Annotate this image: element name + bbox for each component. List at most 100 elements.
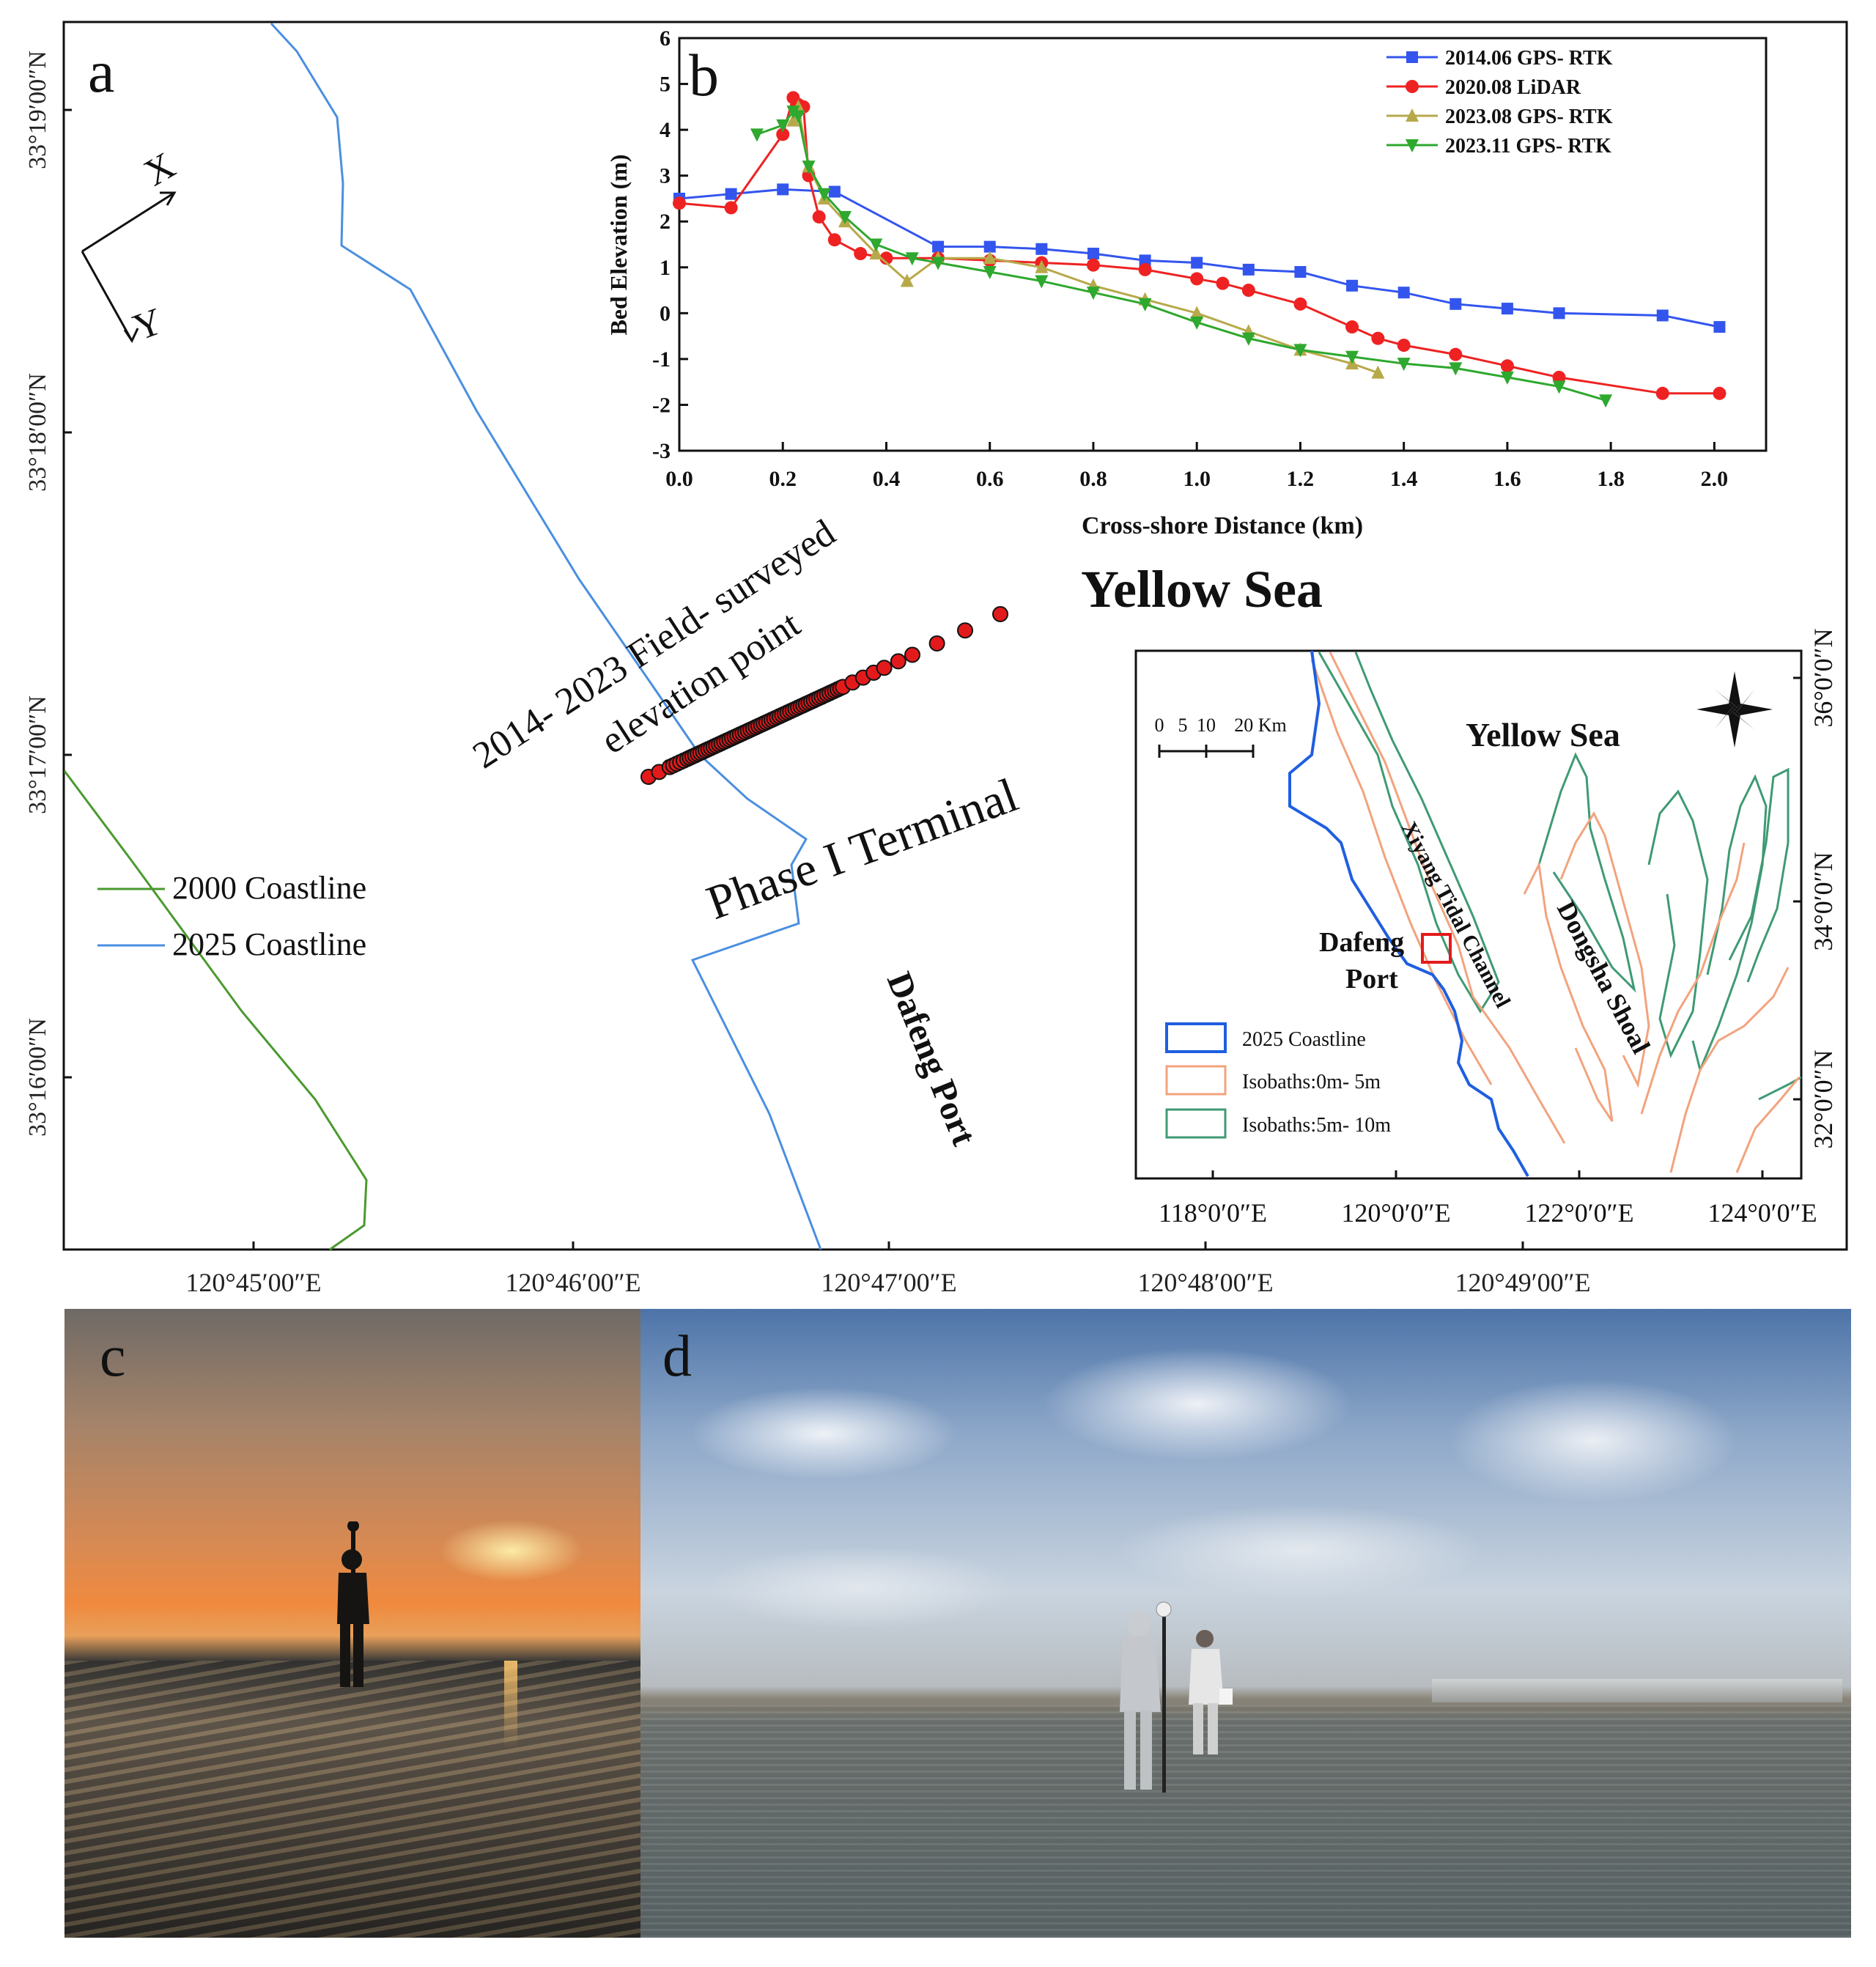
chart-data-point [786,113,800,127]
yellow-sea-label: Yellow Sea [1081,560,1323,619]
inset-lat-label: 34°0′0″N [1809,852,1838,951]
chart-x-tick-label: 0.0 [665,467,693,491]
chart-data-point [1371,365,1385,379]
scale-label: 5 [1178,715,1188,736]
inset-map: 0 5 10 20 Km Yellow Sea Dafeng Port Xiya… [1134,628,1838,1228]
chart-data-point [1241,284,1255,298]
chart-data-point [1294,266,1307,278]
chart-data-point [1293,344,1307,358]
inset-frame [1134,649,1803,1180]
inset-legend-swatch-0-5 [1165,1065,1227,1096]
map-x-ticks [252,1241,1524,1250]
chart-data-point [931,257,945,270]
surveyor-silhouette-icon [337,1521,369,1687]
chart-ticks: 0.0 0.2 0.4 0.6 0.8 1.0 1.2 1.4 1.6 1.8 2.0 -3 -2 -1 0… [652,26,1728,491]
chart-legend-label: 2020.08 LiDAR [1445,76,1581,99]
chart-data-point [1553,307,1565,320]
inset-legend: 2025 Coastline Isobaths:0m- 5m Isobaths:… [1165,1022,1391,1139]
chart-data-point [791,110,805,124]
chart-data-point [1397,287,1410,299]
survey-points [640,606,1008,785]
inset-lat-label: 32°0′0″N [1809,1049,1838,1148]
chart-data-point [777,183,789,196]
scale-label: 10 [1197,715,1216,736]
chart-data-point [776,128,790,141]
chart-data-point [1086,258,1100,272]
scale-label: 0 [1155,715,1164,736]
chart-data-point [1713,386,1727,400]
coastline-2000 [63,770,368,1251]
xy-axes-indicator [81,191,177,344]
chart-x-tick-label: 0.4 [873,467,901,491]
inset-legend-swatch-coast [1165,1022,1227,1053]
chart-x-tick-label: 1.2 [1287,467,1315,491]
inset-yellow-sea-label: Yellow Sea [1466,716,1620,753]
chart-data-point [1449,347,1463,361]
chart-data-point [854,247,868,261]
chart-data-point [750,128,764,142]
chart-legend-label: 2014.06 GPS- RTK [1445,47,1613,70]
chart-data-point [1086,287,1100,300]
chart-series [673,91,1727,408]
chart-data-point [673,196,686,210]
chart-y-tick-label: 5 [660,73,671,97]
chart-legend: 2014.06 GPS- RTK 2020.08 LiDAR 2023.08 GPS… [1386,47,1613,158]
chart-data-point [1242,263,1255,276]
surveyors-icon [1120,1601,1233,1793]
chart-data-point [812,210,826,224]
chart-xlabel: Cross-shore Distance (km) [1082,512,1363,539]
chart-data-point [905,252,919,266]
inset-lon-label: 120°0′0″E [1341,1198,1450,1228]
chart-data-point [1371,331,1385,345]
chart-data-point [802,160,816,174]
chart-data-point [1345,320,1359,334]
chart-y-tick-label: 1 [660,256,671,280]
chart-series-0 [673,183,1726,333]
map-x-tick-label: 120°49′00″E [1455,1268,1590,1297]
panel-b: b 0.0 0.2 0.4 0.6 0.8 1.0 1.2 1.4 1.6 1.8 2.0 -3 -2 -… [605,26,1768,539]
chart-y-tick-label: -1 [652,347,671,372]
chart-data-point [879,251,893,265]
chart-data-point [1035,243,1048,255]
chart-data-point [1216,276,1230,290]
chart-data-point [1293,297,1307,311]
chart-data-point [1346,279,1359,292]
shallow-water [640,1705,1851,1938]
chart-y-tick-label: 0 [660,301,671,325]
inset-legend-label: Isobaths:5m- 10m [1242,1114,1391,1137]
photo-d-letter: d [662,1324,692,1389]
chart-data-point [1138,262,1152,276]
panel-a-letter: a [88,38,114,105]
survey-point [928,635,945,652]
inset-legend-swatch-5-10 [1165,1108,1227,1139]
chart-legend-marker [1406,139,1419,152]
chart-data-point [983,266,997,280]
chart-x-tick-label: 1.0 [1183,467,1211,491]
chart-y-tick-label: 4 [660,118,671,142]
chart-data-point [1655,386,1669,400]
chart-data-point [724,201,738,215]
sky-clouds [640,1309,1851,1661]
chart-y-tick-label: -2 [652,393,671,417]
inset-lon-label: 124°0′0″E [1707,1198,1817,1228]
chart-x-tick-label: 1.4 [1390,467,1418,491]
map-x-tick-label: 120°45′00″E [185,1268,321,1297]
panel-b-letter: b [689,42,719,108]
chart-data-point [1450,298,1462,310]
map-y-tick-label: 33°17′00″N [24,695,51,814]
chart-data-point [1552,380,1566,394]
chart-data-point [869,238,883,252]
inset-port-label-line1: Dafeng [1319,927,1404,958]
chart-data-point [1138,298,1152,311]
inset-legend-label: Isobaths:0m- 5m [1242,1071,1381,1093]
chart-data-point [869,246,883,260]
map-x-tick-label: 120°48′00″E [1137,1268,1273,1297]
chart-legend-marker [1406,80,1419,93]
chart-data-point [776,119,790,133]
chart-y-tick-label: 3 [660,164,671,188]
isobaths-5-10m [1318,652,1802,1101]
map-y-tick-label: 33°18′00″N [24,373,51,492]
chart-y-tick-label: 2 [660,210,671,234]
chart-data-point [900,273,914,287]
chart-data-point [827,233,841,247]
